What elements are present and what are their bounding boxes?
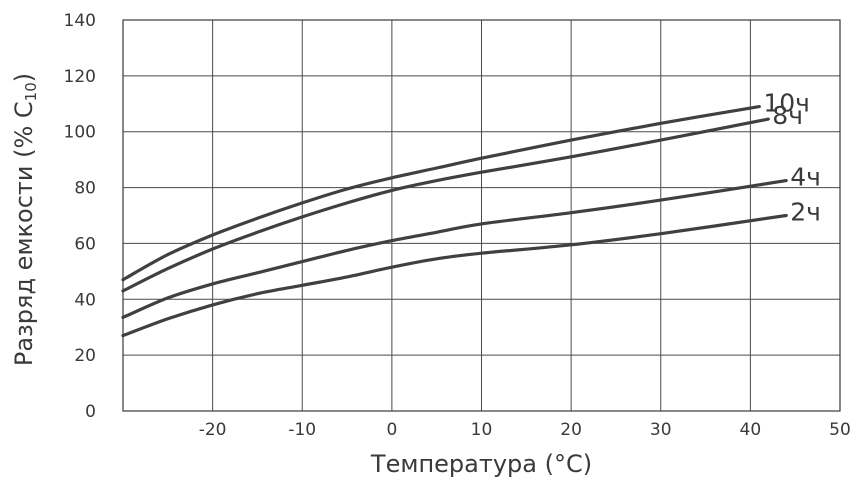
x-tick-label: 40 (740, 420, 762, 440)
x-tick-label: 20 (560, 420, 582, 440)
series-lines (121, 105, 788, 338)
series-label: 10ч (763, 89, 810, 118)
y-tick-label: 140 (64, 11, 96, 31)
y-tick-label: 20 (74, 346, 96, 366)
y-tick-label: 100 (64, 123, 96, 143)
series-label: 4ч (790, 163, 821, 192)
y-tick-label: 60 (74, 234, 96, 254)
y-axis-label-end: ) (10, 73, 38, 82)
x-tick-label: 0 (386, 420, 397, 440)
x-tick-label: -10 (288, 420, 316, 440)
series-line (121, 179, 788, 319)
y-tick-label: 120 (64, 67, 96, 87)
x-tick-label: 10 (471, 420, 493, 440)
x-tick-label: 50 (829, 420, 851, 440)
grid (123, 20, 840, 411)
y-tick-label: 80 (74, 179, 96, 199)
series-label: 2ч (790, 198, 821, 227)
y-axis-label-main: Разряд емкости (% C (10, 101, 38, 366)
series-line (121, 117, 770, 293)
y-axis-label: Разряд емкости (% C10) (10, 73, 40, 366)
y-axis-label-subscript: 10 (22, 82, 40, 101)
y-tick-label: 40 (74, 290, 96, 310)
y-tick-label: 0 (85, 402, 96, 422)
series-line (121, 105, 761, 282)
x-tick-label: 30 (650, 420, 672, 440)
series-line (121, 213, 788, 338)
tick-labels: -20 -10 0 10 20 30 40 50 0 20 40 60 80 100 120 140 (64, 11, 851, 440)
series-label: 8ч (772, 101, 803, 130)
x-axis-label: Температура (°C) (370, 450, 592, 477)
x-tick-label: -20 (199, 420, 227, 440)
plot-frame (122, 19, 841, 412)
